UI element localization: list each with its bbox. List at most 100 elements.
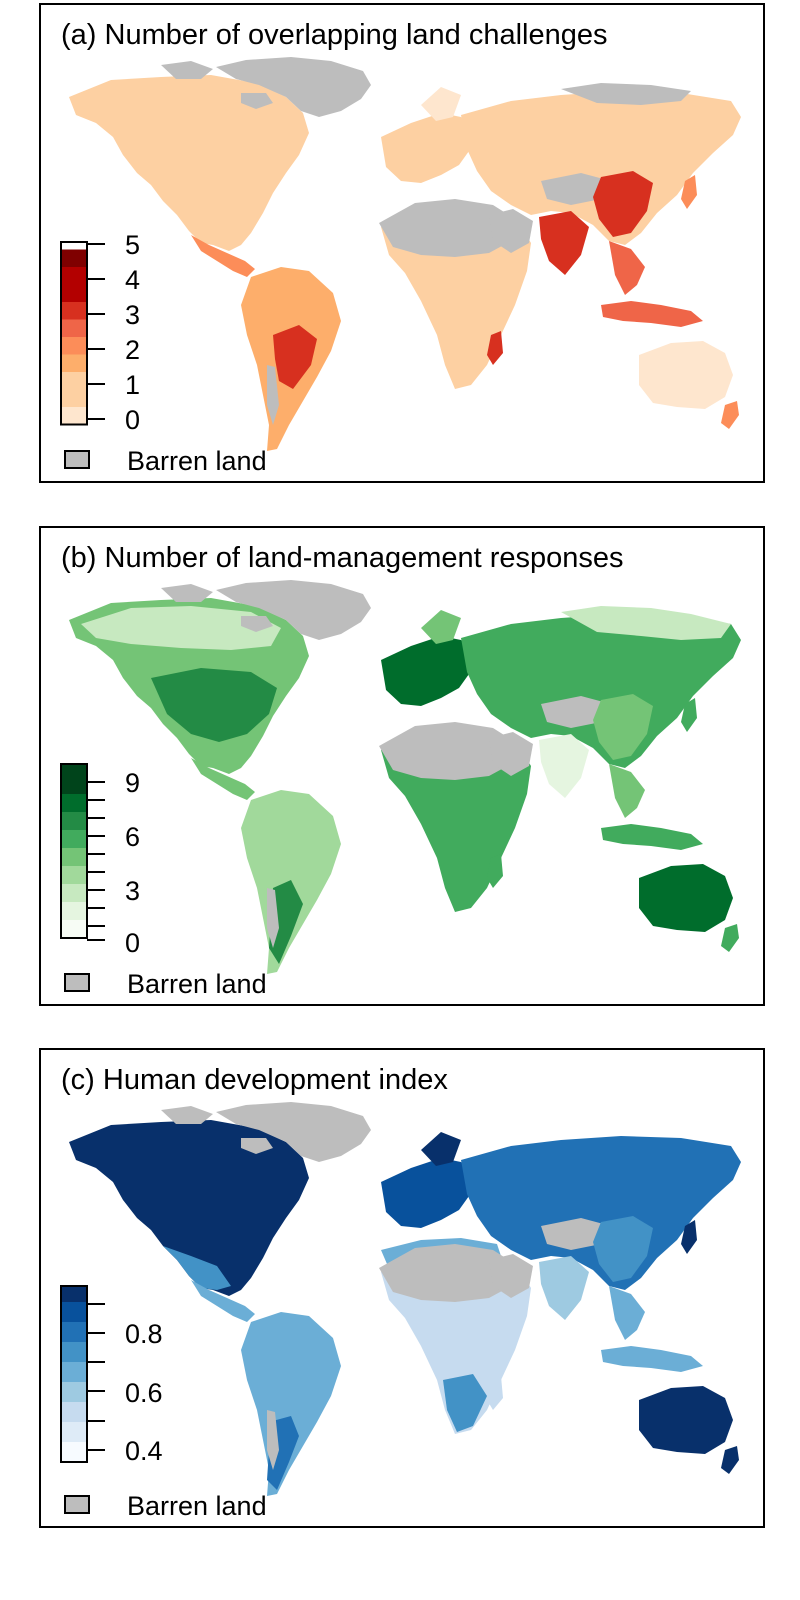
legend-ticks: 0.8 0.6 0.4 bbox=[87, 1303, 163, 1466]
japan bbox=[681, 175, 697, 209]
europe bbox=[381, 1158, 473, 1228]
indonesia bbox=[601, 1346, 703, 1372]
tick-label: 0 bbox=[125, 928, 140, 958]
tick-label: 1 bbox=[125, 370, 140, 400]
tick-label: 0 bbox=[125, 405, 140, 435]
legend-swatch bbox=[61, 284, 87, 302]
legend-swatch bbox=[61, 1442, 87, 1462]
legend-colorbar bbox=[60, 241, 88, 426]
legend: 9 6 3 0 Barren land bbox=[60, 763, 267, 999]
se-asia bbox=[609, 764, 645, 818]
greenland bbox=[216, 580, 371, 640]
mexico bbox=[163, 1246, 231, 1290]
asia bbox=[461, 614, 741, 768]
japan bbox=[681, 1220, 697, 1254]
new-zealand bbox=[721, 401, 739, 429]
panel-title: (b) Number of land-management responses bbox=[61, 542, 624, 574]
legend-swatch bbox=[61, 1302, 87, 1322]
south-america-dark bbox=[269, 880, 303, 964]
legend-swatch bbox=[61, 1322, 87, 1342]
arabia-barren bbox=[489, 1254, 533, 1298]
tick-label: 9 bbox=[125, 768, 140, 798]
east-asia-hotspot bbox=[593, 171, 653, 237]
legend-swatch bbox=[61, 848, 87, 866]
europe bbox=[381, 636, 473, 706]
legend-swatch bbox=[61, 794, 87, 812]
legend-swatch bbox=[61, 1422, 87, 1442]
legend-swatch bbox=[61, 866, 87, 884]
barren-label: Barren land bbox=[127, 446, 267, 476]
arabia-barren bbox=[489, 209, 533, 253]
scandinavia bbox=[421, 1132, 461, 1166]
madagascar bbox=[487, 1376, 503, 1410]
indonesia bbox=[601, 301, 703, 327]
legend-ticks: 9 6 3 0 bbox=[87, 768, 140, 958]
tick-label: 0.4 bbox=[125, 1436, 163, 1466]
legend-swatch bbox=[61, 372, 87, 390]
japan bbox=[681, 698, 697, 732]
legend-frame bbox=[60, 1285, 88, 1463]
greenland bbox=[216, 57, 371, 117]
legend: 5 4 3 2 1 0 Barren land bbox=[60, 230, 267, 476]
southern-africa bbox=[443, 1374, 487, 1432]
legend-swatch bbox=[61, 1382, 87, 1402]
arctic-islands bbox=[161, 1106, 273, 1154]
panel-human-development-index: (c) Human development index bbox=[39, 1048, 765, 1528]
us-dark bbox=[151, 668, 277, 742]
legend-swatch bbox=[61, 302, 87, 320]
arctic-islands bbox=[161, 61, 273, 109]
south-america-hotspot bbox=[273, 325, 317, 389]
panel-title: (a) Number of overlapping land challenge… bbox=[61, 19, 608, 51]
south-asia-hotspot bbox=[539, 211, 589, 275]
legend-swatch bbox=[61, 920, 87, 938]
south-america bbox=[241, 1312, 341, 1496]
panel-land-management-responses: (b) Number of land-management responses bbox=[39, 526, 765, 1006]
legend-colorbar bbox=[60, 763, 88, 939]
legend-swatch bbox=[61, 830, 87, 848]
legend-swatch bbox=[61, 249, 87, 267]
legend-swatch bbox=[61, 764, 87, 794]
barren-swatch bbox=[64, 973, 90, 992]
world-map bbox=[69, 1102, 741, 1496]
madagascar bbox=[487, 854, 503, 888]
tick-label: 3 bbox=[125, 876, 140, 906]
tick-label: 0.6 bbox=[125, 1378, 163, 1408]
tick-label: 6 bbox=[125, 822, 140, 852]
sahara bbox=[379, 199, 515, 257]
panel-title: (c) Human development index bbox=[61, 1064, 448, 1096]
legend: 0.8 0.6 0.4 Barren land bbox=[60, 1285, 267, 1521]
sahara bbox=[379, 1244, 515, 1302]
se-asia bbox=[609, 241, 645, 295]
legend-ticks: 5 4 3 2 1 0 bbox=[87, 230, 140, 435]
siberia-light bbox=[561, 606, 731, 640]
world-map bbox=[69, 580, 741, 974]
madagascar bbox=[487, 331, 503, 365]
land-masses bbox=[69, 580, 741, 974]
north-america bbox=[69, 75, 309, 251]
barren-label: Barren land bbox=[127, 1491, 267, 1521]
legend-swatch bbox=[61, 1342, 87, 1362]
legend-swatch bbox=[61, 267, 87, 285]
legend-swatch bbox=[61, 884, 87, 902]
tick-label: 4 bbox=[125, 265, 140, 295]
legend-swatch bbox=[61, 337, 87, 355]
indonesia bbox=[601, 824, 703, 850]
australia bbox=[639, 864, 733, 932]
greenland bbox=[216, 1102, 371, 1162]
tick-label: 3 bbox=[125, 300, 140, 330]
south-asia-light bbox=[539, 734, 589, 798]
legend-swatch bbox=[61, 407, 87, 425]
legend-swatch bbox=[61, 389, 87, 407]
panel-overlapping-land-challenges: (a) Number of overlapping land challenge… bbox=[39, 3, 765, 483]
central-america bbox=[191, 1280, 255, 1322]
scandinavia bbox=[421, 87, 461, 121]
world-map bbox=[69, 57, 741, 451]
siberia-barren bbox=[561, 83, 691, 105]
se-asia bbox=[609, 1286, 645, 1340]
andes-barren bbox=[267, 1410, 279, 1470]
canada-light bbox=[81, 606, 281, 650]
land-masses bbox=[69, 57, 741, 451]
tick-label: 5 bbox=[125, 230, 140, 260]
legend-swatch bbox=[61, 902, 87, 920]
asia bbox=[461, 91, 741, 245]
